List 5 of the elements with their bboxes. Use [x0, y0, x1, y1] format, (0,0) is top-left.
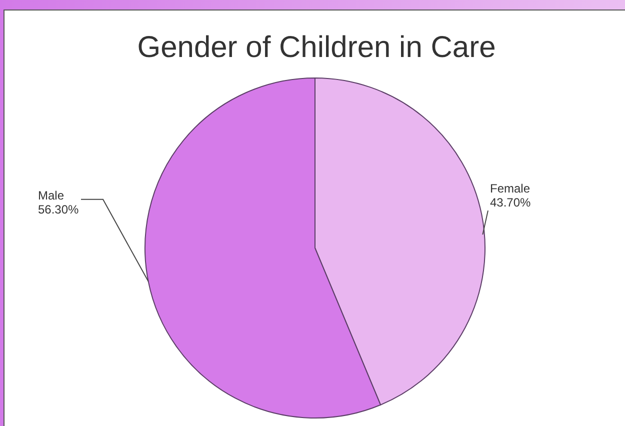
data-label: 43.70%	[490, 196, 532, 210]
data-label: 56.30%	[38, 202, 80, 216]
slice-label: Female	[490, 182, 530, 196]
slice-label: Male	[38, 188, 64, 202]
chart-title: Gender of Children in Care	[137, 31, 496, 64]
